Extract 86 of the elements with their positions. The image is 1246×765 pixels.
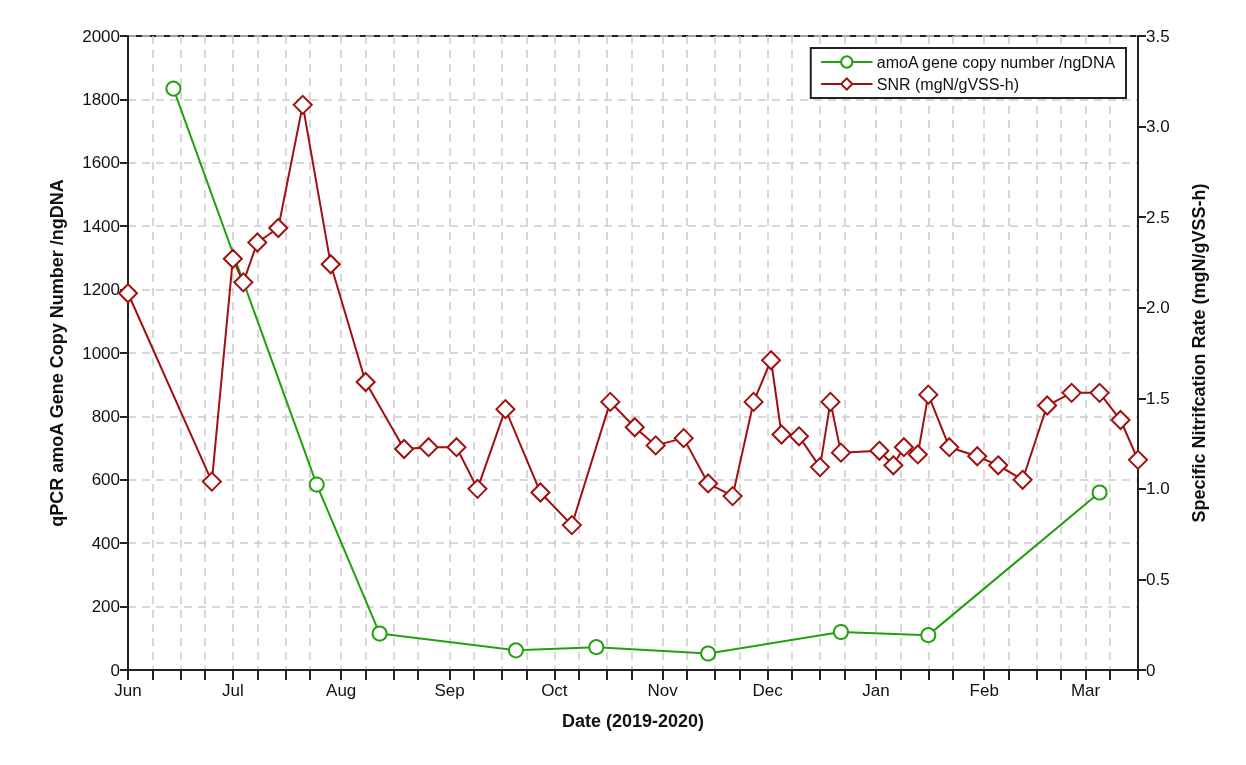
y-tick-label: 200 — [91, 597, 120, 617]
point — [418, 437, 439, 458]
y-tick-label: 2000 — [82, 26, 120, 46]
point — [830, 442, 851, 463]
x-tick-label: Mar — [1070, 681, 1101, 700]
point — [467, 478, 488, 499]
y2-tick-label: 1.0 — [1146, 479, 1170, 499]
point — [495, 399, 516, 420]
x-tick-label: Dec — [752, 681, 784, 700]
point — [530, 482, 551, 503]
y-tick-label: 1200 — [82, 280, 120, 300]
y-tick-label: 0 — [110, 660, 120, 680]
point — [771, 424, 792, 445]
y2-axis-title: Specific Nitrifcation Rate (mgN/gVSS-h) — [1189, 183, 1209, 523]
point — [1091, 484, 1108, 501]
point — [1037, 395, 1058, 416]
y2-tick-label: 3.0 — [1146, 117, 1170, 137]
point — [939, 437, 960, 458]
point — [869, 440, 890, 461]
y-tick-label: 600 — [91, 470, 120, 490]
point — [320, 254, 341, 275]
point — [988, 455, 1009, 476]
point — [247, 232, 268, 253]
y2-tick-label: 2.0 — [1146, 298, 1170, 318]
point — [698, 473, 719, 494]
legend-label: SNR (mgN/gVSS-h) — [876, 75, 1020, 93]
x-tick-label: Nov — [647, 681, 679, 700]
x-tick-label: Feb — [969, 681, 999, 700]
point — [920, 627, 937, 644]
x-tick-label: Oct — [541, 681, 568, 700]
point — [561, 515, 582, 536]
point — [761, 350, 782, 371]
point — [645, 435, 666, 456]
point — [371, 625, 388, 642]
point — [722, 486, 743, 507]
point — [165, 80, 182, 97]
y2-tick-label: 1.5 — [1146, 388, 1170, 408]
y2-tick-label: 2.5 — [1146, 207, 1170, 227]
point — [907, 444, 928, 465]
point — [673, 428, 694, 449]
point — [1128, 449, 1148, 470]
point — [222, 248, 243, 269]
y-tick-label: 800 — [91, 406, 120, 426]
point — [394, 439, 415, 460]
point — [624, 417, 645, 438]
point — [883, 455, 904, 476]
point — [446, 437, 467, 458]
point — [308, 476, 325, 493]
point — [1061, 382, 1082, 403]
point — [700, 645, 717, 662]
point — [507, 642, 524, 659]
y-axis-title: qPCR amoA Gene Copy Number /ngDNA — [47, 179, 67, 527]
point — [600, 391, 621, 412]
y2-tick-label: 0 — [1146, 660, 1156, 680]
y2-tick-label: 3.5 — [1146, 26, 1170, 46]
x-tick-label: Jun — [114, 681, 142, 700]
x-tick-label: Jan — [862, 681, 890, 700]
point — [918, 384, 939, 405]
point — [809, 457, 830, 478]
point — [832, 623, 849, 640]
point — [820, 391, 841, 412]
x-tick-label: Sep — [434, 681, 465, 700]
point — [743, 391, 764, 412]
y-tick-label: 1800 — [82, 89, 120, 109]
point — [118, 283, 138, 304]
point — [893, 437, 914, 458]
y2-tick-label: 0.5 — [1146, 569, 1170, 589]
point — [1089, 382, 1110, 403]
point — [233, 272, 254, 293]
x-tick-label: Aug — [326, 681, 357, 700]
point — [268, 218, 289, 239]
y-tick-label: 1000 — [82, 343, 120, 363]
point — [1110, 410, 1131, 431]
point — [201, 471, 222, 492]
point — [292, 94, 313, 115]
point — [355, 371, 376, 392]
y-tick-label: 1400 — [82, 216, 120, 236]
y-tick-label: 400 — [91, 533, 120, 553]
x-axis-title: Date (2019-2020) — [561, 711, 705, 731]
legend-label: amoA gene copy number /ngDNA — [876, 53, 1116, 71]
point — [789, 426, 809, 447]
point — [588, 639, 605, 656]
point — [967, 446, 988, 467]
point — [1012, 469, 1033, 490]
x-tick-label: Jul — [221, 681, 244, 700]
y-tick-label: 1600 — [82, 153, 120, 173]
